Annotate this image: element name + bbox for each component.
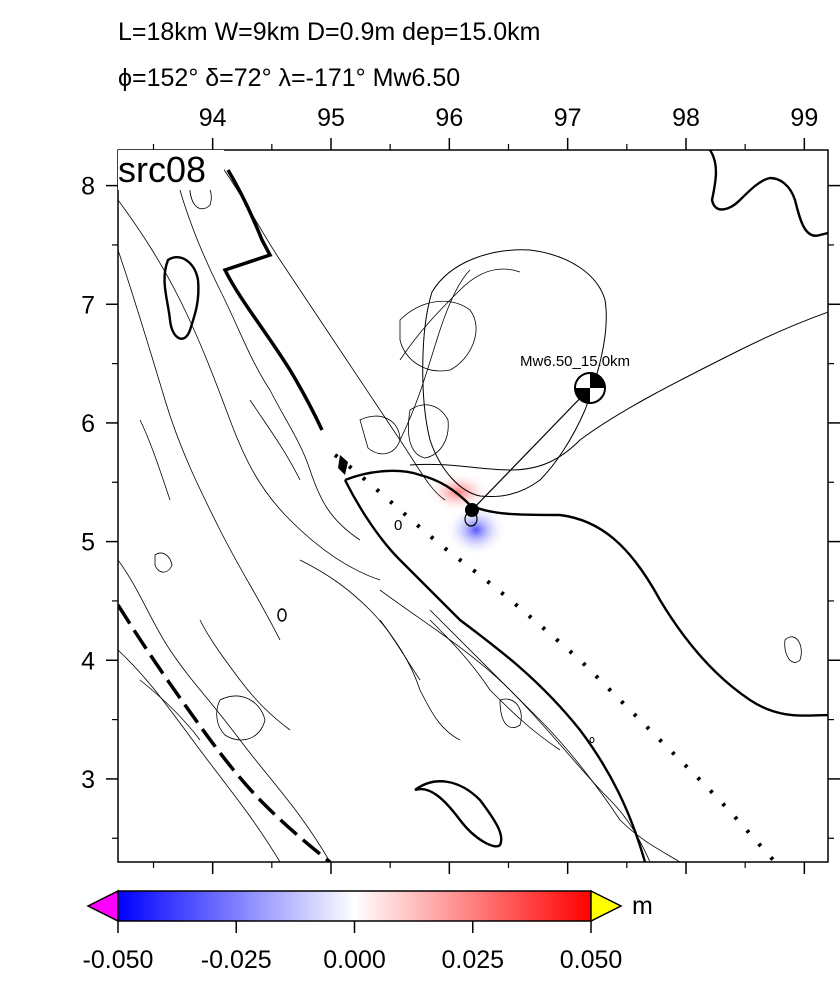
lat-tick-label: 8 xyxy=(81,173,95,201)
colorbar-unit: m xyxy=(632,892,653,920)
fault-plane-ellipse xyxy=(464,511,478,527)
beachball-leader xyxy=(471,387,591,511)
title-focal-mechanism: ϕ=152° δ=72° λ=-171° Mw6.50 xyxy=(118,64,461,92)
lat-tick-label: 3 xyxy=(81,766,95,794)
colorbar-under-triangle xyxy=(86,889,119,923)
contour-line-ne xyxy=(409,311,828,471)
bathymetry-contours xyxy=(118,150,802,862)
colorbar-gradient xyxy=(117,890,592,922)
colorbar: m -0.050 -0.025 0.000 0.025 0.050 xyxy=(83,889,653,974)
lon-tick-label: 94 xyxy=(199,104,227,132)
longitude-axis: 94 95 96 97 98 99 xyxy=(152,104,818,874)
contour-hill-north xyxy=(422,249,607,498)
lon-tick-label: 98 xyxy=(672,104,700,132)
uplift-lobe xyxy=(426,472,490,512)
focal-mechanism-beachball xyxy=(574,372,606,404)
colorbar-tick-label: 0.025 xyxy=(441,946,504,974)
fault-tick-marker xyxy=(338,455,348,475)
fault-trace-north xyxy=(222,169,324,431)
source-label: src08 xyxy=(118,149,206,190)
lat-tick-label: 6 xyxy=(81,410,95,438)
lat-tick-label: 5 xyxy=(81,529,95,557)
map-content: Mw6.50_15.0km 0 xyxy=(118,150,828,862)
subsidence-lobe xyxy=(446,504,506,556)
contour-closure xyxy=(277,608,287,622)
map-frame xyxy=(117,149,829,863)
coastline-contours xyxy=(163,150,828,862)
lon-tick-label: 97 xyxy=(554,104,582,132)
epicenter-star xyxy=(465,503,479,517)
title-fault-params: L=18km W=9km D=0.9m dep=15.0km xyxy=(118,18,541,46)
colorbar-tick-label: -0.050 xyxy=(83,946,154,974)
lat-tick-label: 7 xyxy=(81,291,95,319)
colorbar-tick-label: 0.000 xyxy=(323,946,386,974)
latitude-axis: 8 7 6 5 4 3 xyxy=(81,173,840,839)
lon-tick-label: 95 xyxy=(317,104,345,132)
contour-value-label: 0 xyxy=(394,517,402,534)
lon-tick-label: 99 xyxy=(790,104,818,132)
lat-tick-label: 4 xyxy=(81,647,95,675)
lon-tick-label: 96 xyxy=(435,104,463,132)
event-label: Mw6.50_15.0km xyxy=(520,353,630,370)
colorbar-over-triangle xyxy=(590,889,623,923)
source-label-bg xyxy=(118,150,224,190)
colorbar-tick-label: -0.025 xyxy=(201,946,272,974)
contour-closure-small xyxy=(589,737,595,743)
colorbar-tick-label: 0.050 xyxy=(560,946,623,974)
